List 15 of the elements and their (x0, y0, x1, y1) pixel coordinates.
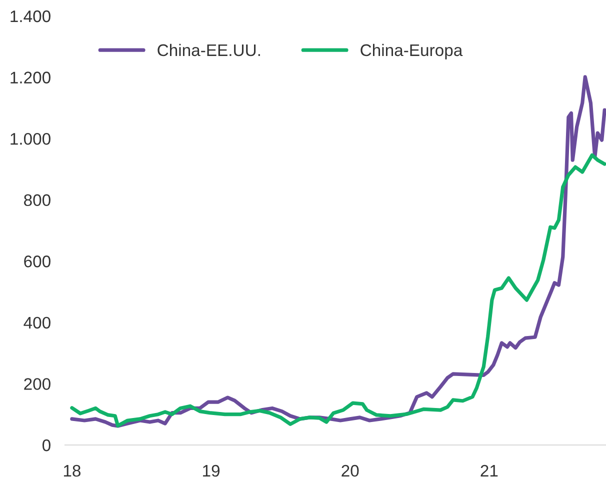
y-tick-label: 1.200 (10, 72, 50, 84)
y-tick-label: 400 (24, 316, 50, 329)
y-tick-label: 1.400 (10, 10, 50, 22)
y-tick-label: 200 (24, 378, 50, 390)
y-tick-label: 800 (24, 194, 50, 206)
x-tick-label: 20 (342, 464, 359, 477)
y-tick-label: 600 (24, 256, 50, 268)
y-tick-label: 0 (42, 439, 50, 452)
x-tick-label: 19 (203, 464, 220, 477)
legend-label: China-EE.UU. (158, 44, 260, 56)
line-series (70, 153, 606, 428)
x-tick-label: 21 (480, 464, 498, 477)
legend-label: China-Europa (360, 44, 463, 60)
y-tick-label: 1.000 (10, 132, 50, 145)
x-tick-label: 18 (64, 464, 80, 477)
